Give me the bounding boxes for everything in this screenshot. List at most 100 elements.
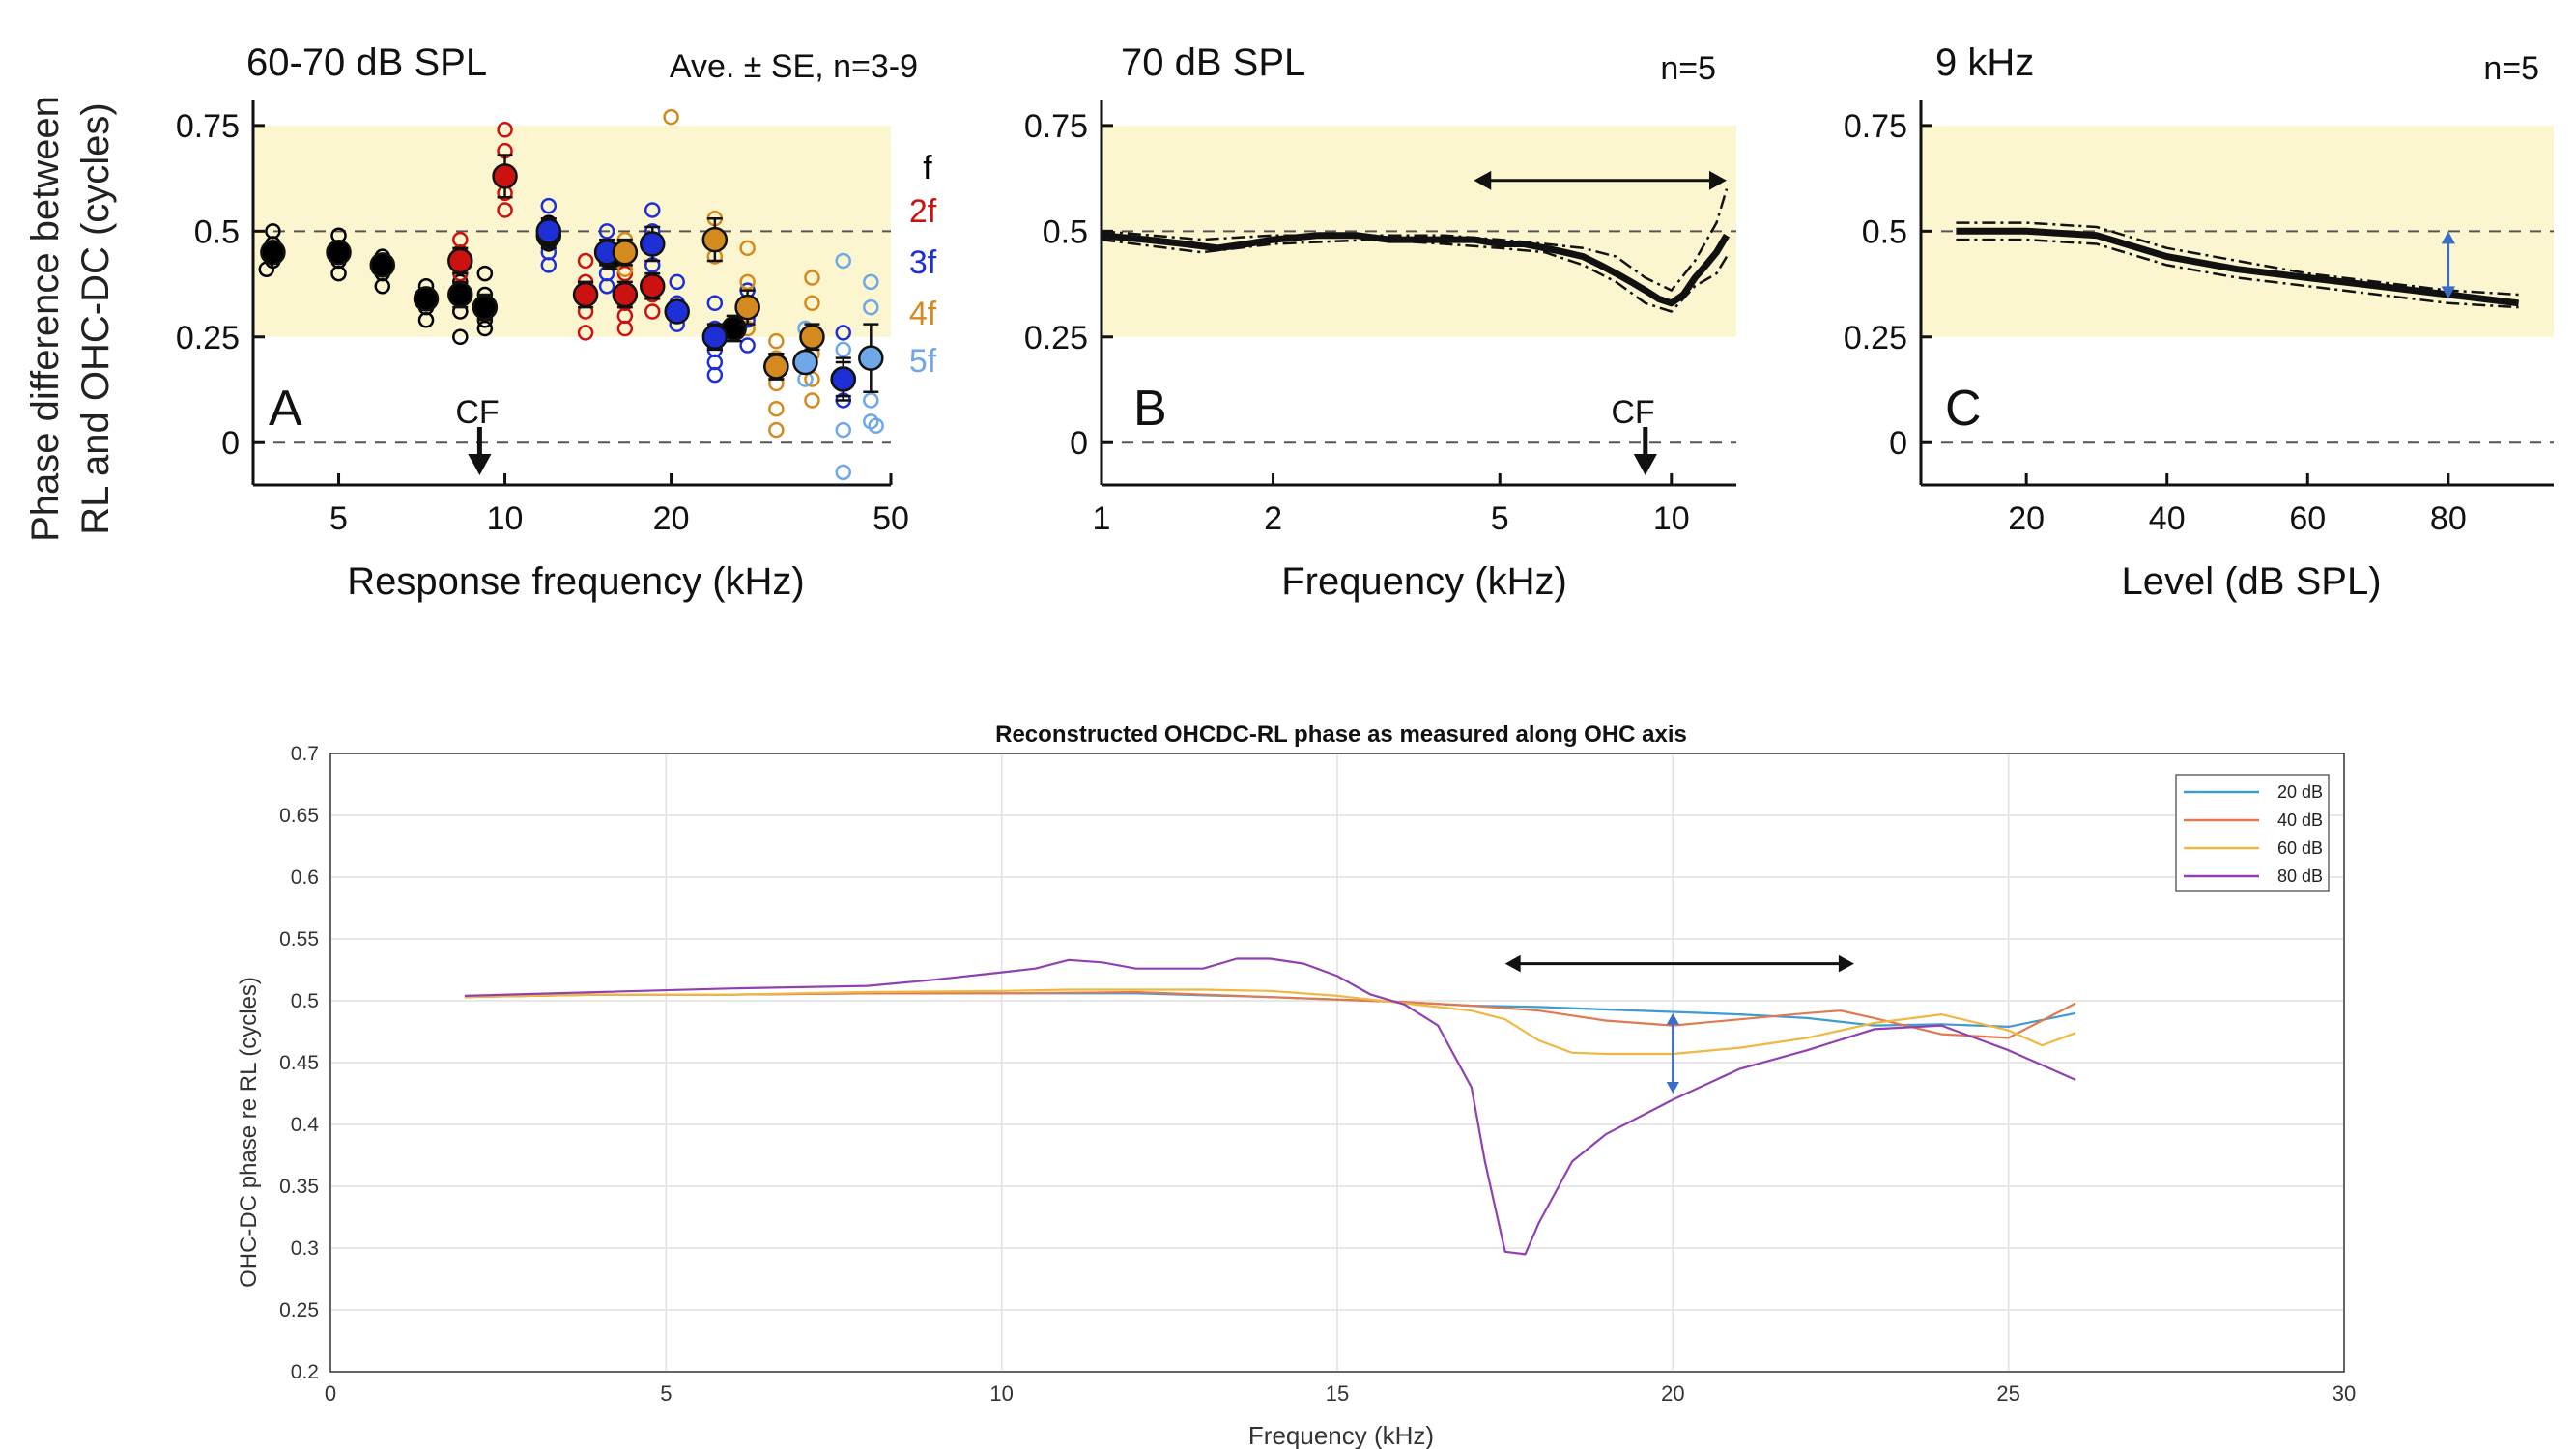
individual-point-5f-8 bbox=[863, 392, 879, 409]
x-tick-label-d-0: 0 bbox=[325, 1381, 336, 1406]
mean-point-2f-1 bbox=[492, 163, 518, 189]
y-tick-label-d-5: 0.45 bbox=[279, 1052, 319, 1074]
y-tick-label-d-4: 0.4 bbox=[291, 1114, 320, 1136]
series-line-d-1 bbox=[464, 990, 2076, 1039]
series-line-d-3 bbox=[464, 957, 2076, 1256]
panel-c-title: 9 kHz bbox=[1935, 42, 2034, 84]
panel-b-xlabel: Frequency (kHz) bbox=[1281, 560, 1567, 603]
individual-point-3f-9 bbox=[669, 273, 685, 291]
series-line-c-1 bbox=[1956, 221, 2519, 297]
series-line-b-0 bbox=[1101, 232, 1731, 307]
individual-point-3f-5 bbox=[598, 277, 615, 295]
individual-point-3f-0 bbox=[540, 197, 558, 214]
x-tick-label-c-1: 40 bbox=[2149, 500, 2186, 537]
x-tick-label-a-1: 10 bbox=[487, 500, 524, 537]
y-tick-label-d-8: 0.6 bbox=[291, 867, 319, 889]
mean-point-4f-2 bbox=[734, 294, 760, 321]
mean-point-5f-1 bbox=[858, 345, 884, 371]
y-tick-label-d-7: 0.55 bbox=[279, 928, 319, 951]
x-tick-label-d-4: 20 bbox=[1661, 1381, 1684, 1406]
mean-point-f-5 bbox=[472, 294, 499, 321]
cf-arrow-head-b bbox=[1633, 454, 1657, 475]
panel-b-annotation: n=5 bbox=[1660, 50, 1716, 87]
individual-point-5f-3 bbox=[835, 341, 851, 358]
individual-point-f-19 bbox=[476, 320, 494, 337]
y-tick-label-d-3: 0.35 bbox=[279, 1176, 319, 1198]
y-tick-label-a-1: 0.25 bbox=[176, 320, 240, 356]
individual-point-4f-17 bbox=[804, 392, 820, 409]
mean-point-5f-0 bbox=[792, 349, 818, 376]
individual-point-3f-16 bbox=[706, 366, 724, 384]
individual-point-4f-14 bbox=[804, 295, 820, 312]
individual-point-2f-7 bbox=[577, 252, 594, 270]
x-tick-label-d-6: 30 bbox=[2333, 1381, 2356, 1406]
shaded-band-a bbox=[253, 125, 891, 337]
individual-point-f-12 bbox=[417, 312, 435, 328]
individual-point-4f-13 bbox=[804, 270, 820, 286]
individual-point-2f-11 bbox=[616, 265, 634, 282]
mean-point-2f-3 bbox=[612, 281, 639, 308]
panel-b-letter: B bbox=[1133, 381, 1167, 437]
panel-d-title: Reconstructed OHCDC-RL phase as measured… bbox=[995, 722, 1687, 748]
mean-point-4f-1 bbox=[701, 226, 729, 253]
individual-point-f-15 bbox=[452, 328, 469, 346]
individual-point-f-9 bbox=[374, 277, 391, 295]
y-tick-label-a-0: 0 bbox=[221, 425, 240, 462]
y-tick-label-d-6: 0.5 bbox=[291, 990, 319, 1012]
series-line-c-2 bbox=[1956, 238, 2519, 309]
x-tick-label-a-0: 5 bbox=[329, 500, 348, 537]
panel-d-xlabel: Frequency (kHz) bbox=[1248, 1421, 1434, 1449]
x-tick-label-d-3: 15 bbox=[1326, 1381, 1349, 1406]
x-tick-label-d-5: 25 bbox=[1996, 1381, 2019, 1406]
x-tick-label-b-2: 5 bbox=[1491, 500, 1509, 537]
individual-point-4f-8 bbox=[768, 332, 785, 350]
cf-label-a: CF bbox=[455, 394, 499, 431]
individual-point-2f-17 bbox=[644, 303, 661, 320]
individual-point-4f-5 bbox=[739, 240, 756, 257]
panel-c-annotation: n=5 bbox=[2483, 50, 2539, 87]
x-tick-label-d-1: 5 bbox=[660, 1381, 672, 1406]
y-tick-label-b-1: 0.25 bbox=[1024, 320, 1088, 356]
mean-point-3f-2 bbox=[639, 231, 666, 257]
individual-point-4f-11 bbox=[768, 400, 785, 417]
individual-point-3f-6 bbox=[644, 202, 661, 218]
y-tick-label-d-1: 0.25 bbox=[279, 1299, 319, 1321]
double-arrow-left-b bbox=[1474, 170, 1492, 190]
legend-d-40db: 40 dB bbox=[2277, 810, 2323, 830]
vertical-arrow-top-c bbox=[2441, 231, 2455, 244]
individual-point-3f-3 bbox=[598, 223, 615, 240]
panel-a-xlabel: Response frequency (kHz) bbox=[347, 560, 805, 603]
mean-point-2f-0 bbox=[447, 247, 473, 274]
series-line-b-1 bbox=[1101, 188, 1729, 292]
legend-a-3f: 3f bbox=[909, 244, 937, 281]
series-line-c-0 bbox=[1956, 227, 2520, 307]
x-tick-label-c-2: 60 bbox=[2289, 500, 2326, 537]
y-tick-label-b-3: 0.75 bbox=[1024, 108, 1088, 145]
y-tick-label-a-3: 0.75 bbox=[176, 108, 240, 145]
x-tick-label-b-1: 2 bbox=[1264, 500, 1282, 537]
individual-point-5f-4 bbox=[835, 421, 851, 439]
legend-d-20db: 20 dB bbox=[2277, 782, 2323, 802]
y-tick-label-c-0: 0 bbox=[1889, 425, 1907, 462]
individual-point-2f-14 bbox=[616, 320, 634, 337]
legend-d-80db: 80 dB bbox=[2277, 867, 2323, 886]
y-tick-label-d-0: 0.2 bbox=[291, 1361, 319, 1383]
mean-point-2f-4 bbox=[639, 272, 666, 299]
legend-a-5f: 5f bbox=[909, 343, 937, 380]
x-tick-label-b-0: 1 bbox=[1093, 500, 1111, 537]
panel-c-xlabel: Level (dB SPL) bbox=[2121, 560, 2381, 603]
individual-point-f-16 bbox=[476, 265, 494, 282]
y-tick-label-a-2: 0.5 bbox=[194, 213, 240, 250]
y-tick-label-d-2: 0.3 bbox=[291, 1237, 319, 1260]
individual-point-2f-10 bbox=[577, 325, 594, 341]
vertical-arrow-bottom-d bbox=[1666, 1082, 1679, 1094]
mean-point-4f-4 bbox=[799, 324, 825, 351]
individual-point-5f-6 bbox=[863, 273, 879, 291]
mean-point-f-2 bbox=[369, 252, 396, 278]
shaded-band-b bbox=[1102, 125, 1736, 337]
mean-point-4f-3 bbox=[763, 354, 789, 380]
panel-a-annotation: Ave. ± SE, n=3-9 bbox=[670, 48, 918, 85]
mean-point-f-0 bbox=[260, 239, 286, 266]
vertical-arrow-top-d bbox=[1666, 1012, 1679, 1025]
